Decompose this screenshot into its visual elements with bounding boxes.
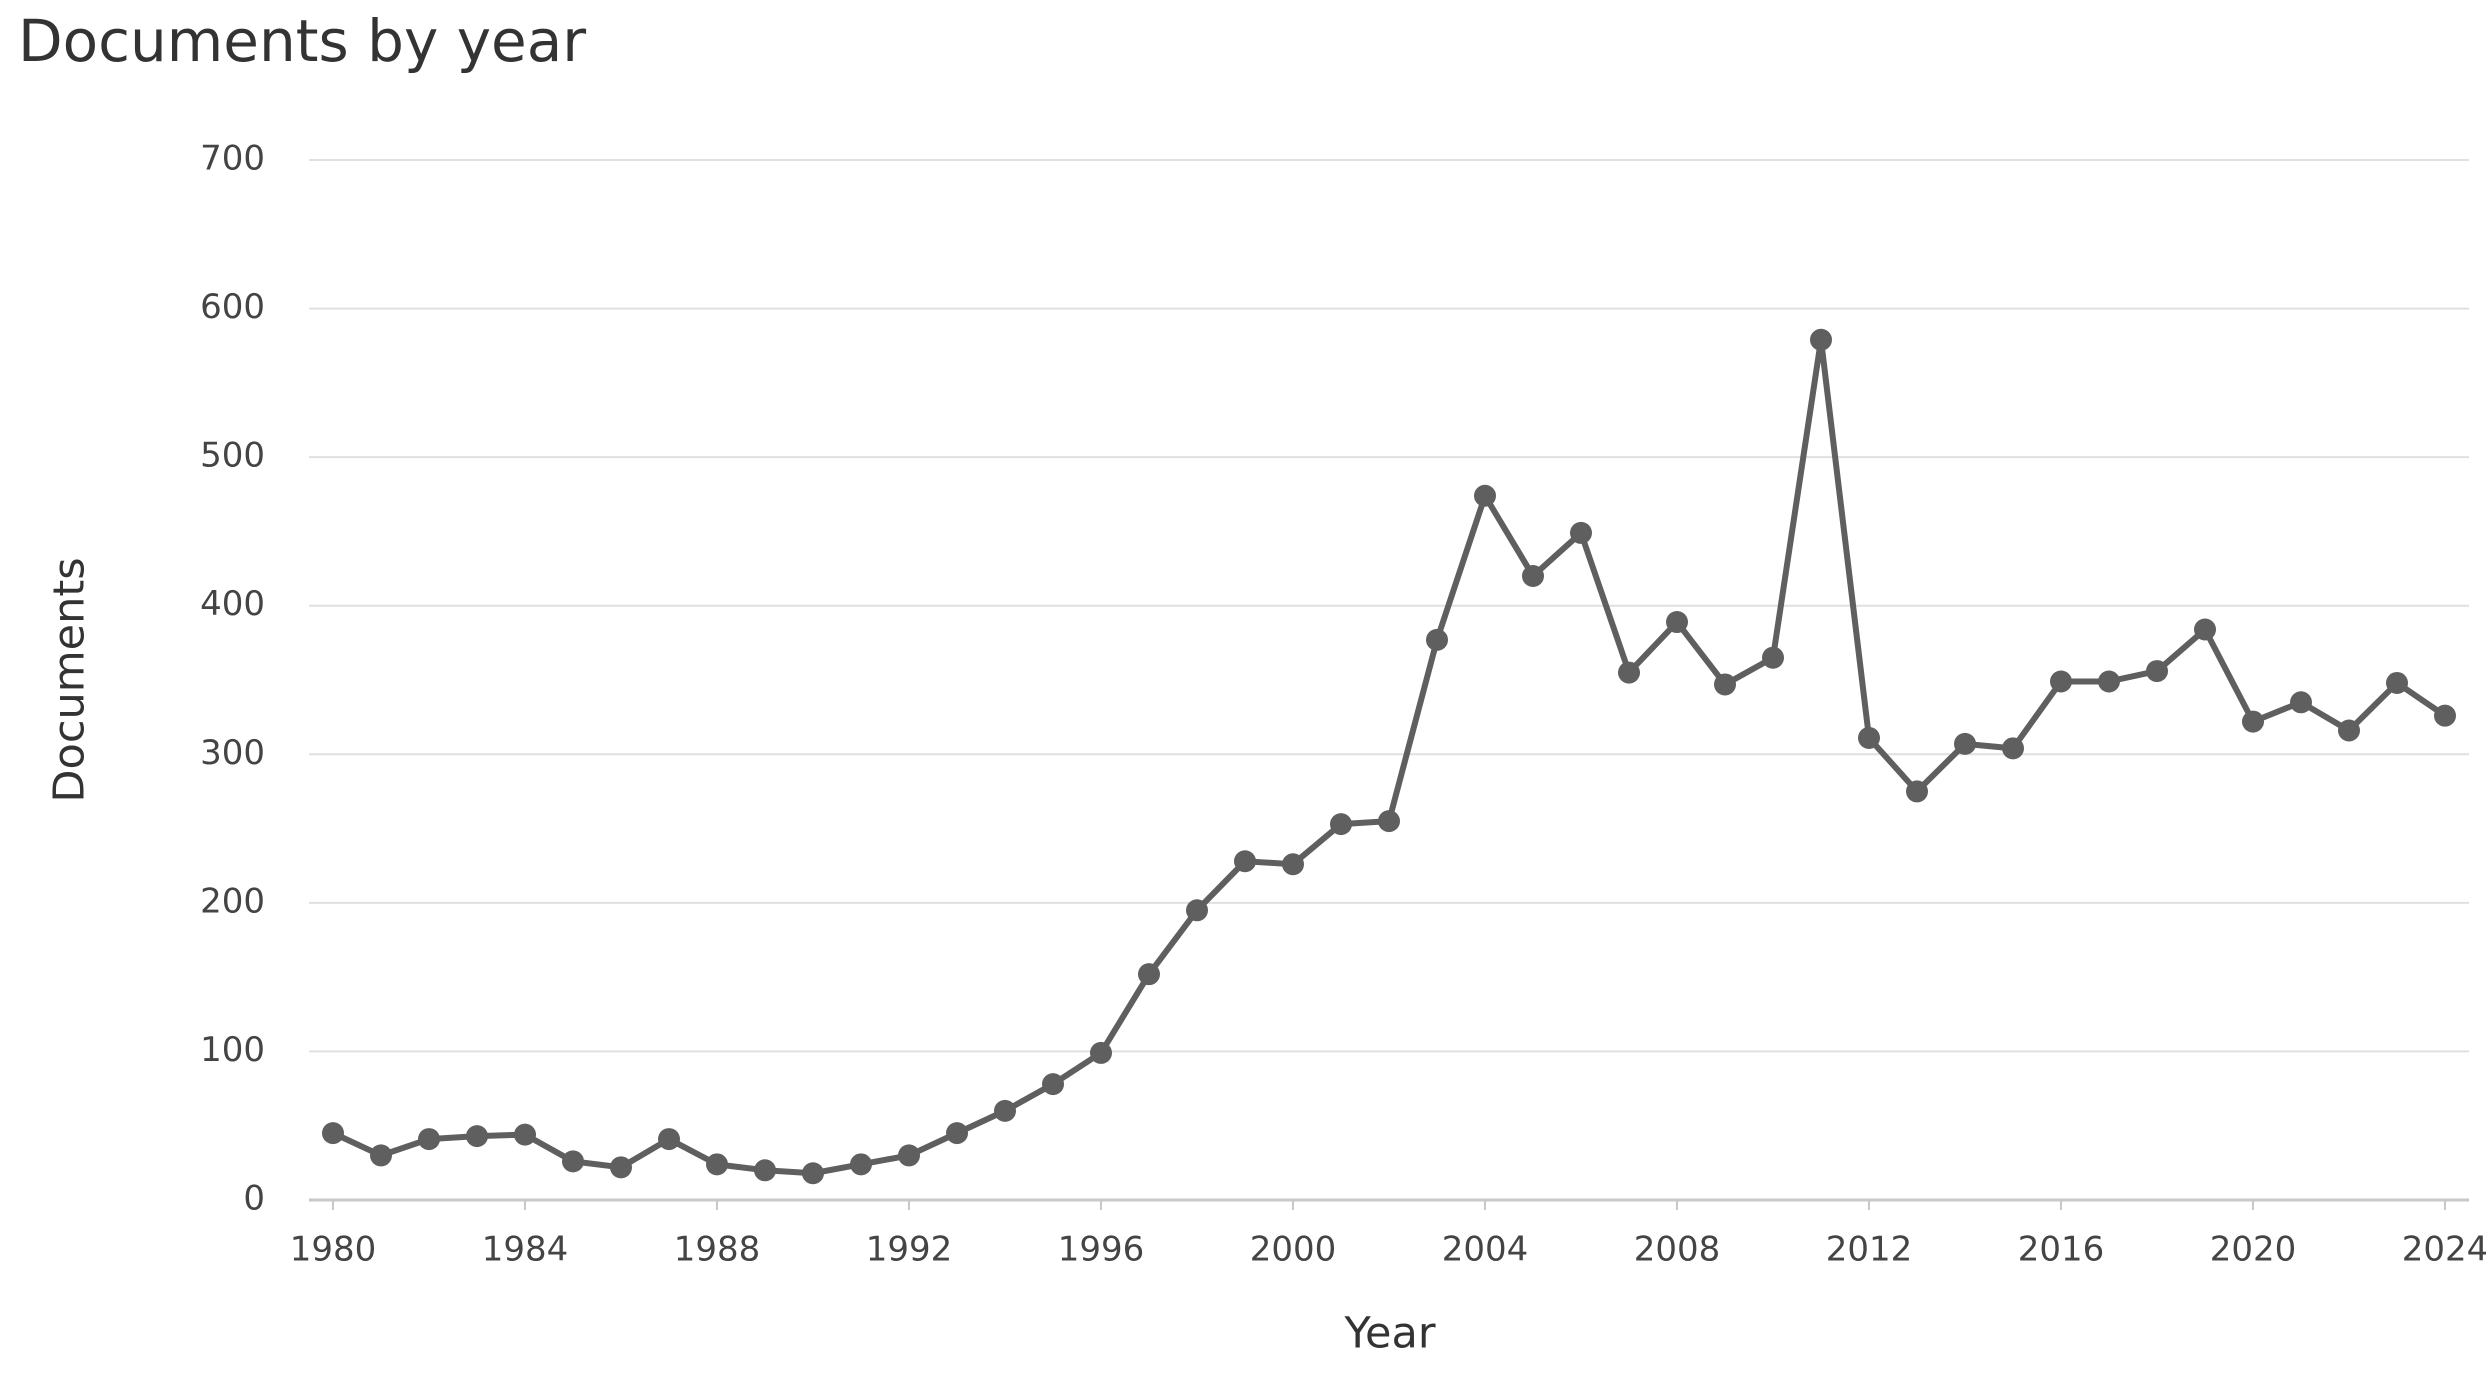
x-tick-label: 1992 [866, 1230, 953, 1270]
data-point [1618, 661, 1640, 684]
y-tick-label: 200 [200, 881, 265, 921]
data-point [1426, 628, 1448, 651]
data-point [754, 1159, 776, 1182]
data-point [994, 1099, 1016, 1122]
data-point [2242, 710, 2264, 733]
data-point [1714, 673, 1736, 696]
x-tick-label: 1984 [482, 1230, 569, 1270]
data-point [1570, 521, 1592, 544]
data-point [898, 1144, 920, 1167]
x-tick-label: 2016 [2018, 1230, 2105, 1270]
data-point [2146, 660, 2168, 683]
chart-title: Documents by year [18, 7, 586, 75]
data-point [1378, 810, 1400, 833]
data-point [322, 1122, 344, 1145]
x-tick-label: 1996 [1058, 1230, 1145, 1270]
data-point [1474, 484, 1496, 507]
data-point [2386, 671, 2408, 694]
data-point [1282, 853, 1304, 876]
data-point [946, 1122, 968, 1145]
y-tick-label: 0 [243, 1179, 265, 1219]
data-point [514, 1123, 536, 1146]
data-point [850, 1153, 872, 1176]
data-point [1138, 963, 1160, 986]
data-point [1090, 1041, 1112, 1064]
data-point [370, 1144, 392, 1167]
data-point [2434, 704, 2456, 727]
data-point [2290, 691, 2312, 714]
data-point [658, 1128, 680, 1151]
data-point [2338, 719, 2360, 742]
data-point [2194, 618, 2216, 641]
data-point [1666, 611, 1688, 634]
data-point [1762, 646, 1784, 669]
data-point [418, 1128, 440, 1151]
y-tick-label: 100 [200, 1030, 265, 1070]
y-tick-label: 600 [200, 287, 265, 327]
y-tick-label: 300 [200, 733, 265, 773]
x-tick-label: 2024 [2402, 1230, 2486, 1270]
x-axis-label: Year [1343, 1309, 1435, 1359]
data-point [1906, 780, 1928, 803]
data-point [1186, 899, 1208, 922]
x-tick-label: 2000 [1250, 1230, 1337, 1270]
data-point [562, 1150, 584, 1173]
data-point [1858, 726, 1880, 749]
data-point [610, 1156, 632, 1179]
y-tick-label: 500 [200, 436, 265, 476]
series-line [331, 336, 2447, 1177]
y-tick-label: 700 [200, 139, 265, 179]
data-point [2002, 737, 2024, 760]
y-tick-label: 400 [200, 584, 265, 624]
data-point [2050, 670, 2072, 693]
x-tick-label: 1988 [674, 1230, 761, 1270]
data-point [1042, 1073, 1064, 1096]
data-point [706, 1153, 728, 1176]
data-point [1522, 565, 1544, 587]
data-point [1954, 732, 1976, 755]
data-point [802, 1162, 824, 1185]
x-tick-label: 2008 [1634, 1230, 1721, 1270]
data-point [1810, 328, 1832, 351]
x-tick-label: 2004 [1442, 1230, 1529, 1270]
y-axis-label: Documents [45, 557, 95, 802]
x-tick-label: 2012 [1826, 1230, 1913, 1270]
data-point [1234, 850, 1256, 873]
data-point [2098, 670, 2120, 693]
data-point [1330, 813, 1352, 836]
x-tick-label: 2020 [2210, 1230, 2297, 1270]
x-tick-label: 1980 [290, 1230, 377, 1270]
data-point [466, 1125, 488, 1148]
